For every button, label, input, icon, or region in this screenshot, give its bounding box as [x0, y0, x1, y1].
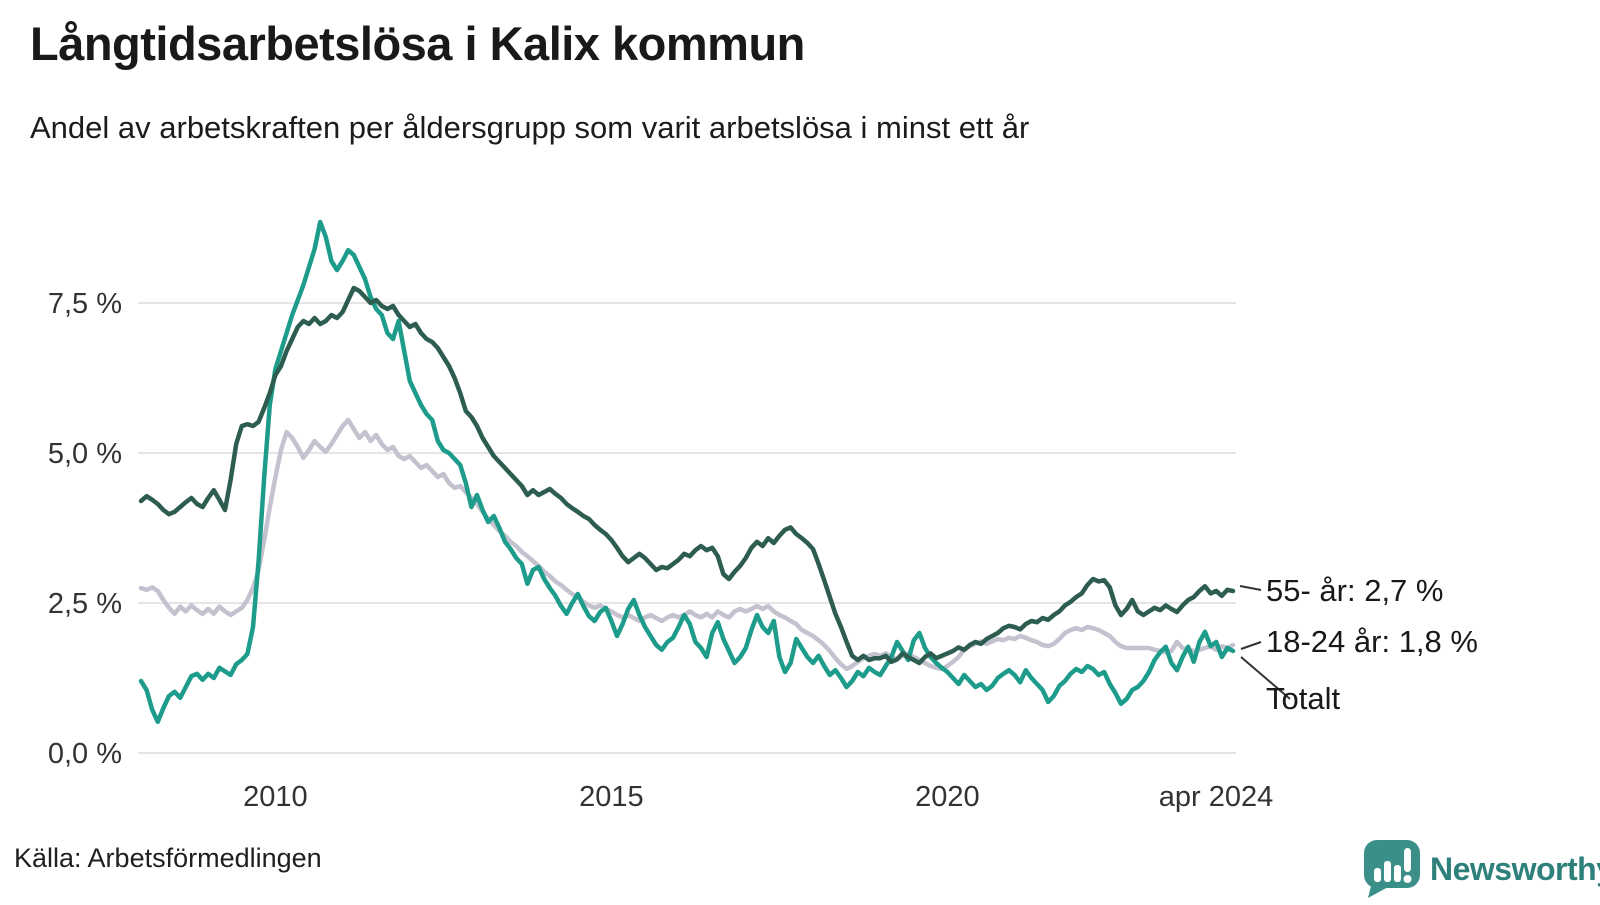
annotation-connector-totalt	[1240, 656, 1291, 700]
newsworthy-logo: Newsworthy	[1360, 836, 1600, 905]
logo-bubble-icon	[1364, 840, 1420, 898]
annotation-totalt: Totalt	[1266, 681, 1340, 716]
logo-wordmark: Newsworthy	[1430, 851, 1600, 887]
y-tick-label: 2,5 %	[48, 588, 122, 620]
end-of-line-labels: 55- år: 2,7 % 18-24 år: 1,8 % Totalt	[1239, 573, 1478, 716]
line-18-24-ar	[138, 417, 1236, 672]
y-tick-label: 0,0 %	[48, 738, 122, 770]
annotation-55-ar: 55- år: 2,7 %	[1266, 573, 1443, 608]
y-tick-label: 7,5 %	[48, 288, 122, 320]
annotation-connector-18-24	[1240, 641, 1262, 650]
page-title: Långtidsarbetslösa i Kalix kommun	[30, 17, 805, 70]
x-tick-label: 2020	[915, 781, 980, 813]
line-totalt	[138, 219, 1236, 725]
source-note: Källa: Arbetsförmedlingen	[14, 843, 322, 873]
x-tick-label: 2010	[243, 781, 308, 813]
line-55-ar	[138, 285, 1236, 666]
x-tick-label: apr 2024	[1159, 781, 1274, 813]
gridlines	[138, 302, 1236, 754]
annotation-connector-55	[1239, 585, 1262, 591]
series-lines	[138, 219, 1236, 725]
page-subtitle: Andel av arbetskraften per åldersgrupp s…	[30, 110, 1030, 145]
x-axis-labels: 2010 2015 2020 apr 2024	[243, 781, 1273, 813]
y-axis-labels: 0,0 % 2,5 % 5,0 % 7,5 %	[48, 288, 122, 770]
x-tick-label: 2015	[579, 781, 644, 813]
y-tick-label: 5,0 %	[48, 438, 122, 470]
annotation-18-24-ar: 18-24 år: 1,8 %	[1266, 624, 1478, 659]
newsworthy-logo-svg: Newsworthy	[1364, 840, 1600, 898]
